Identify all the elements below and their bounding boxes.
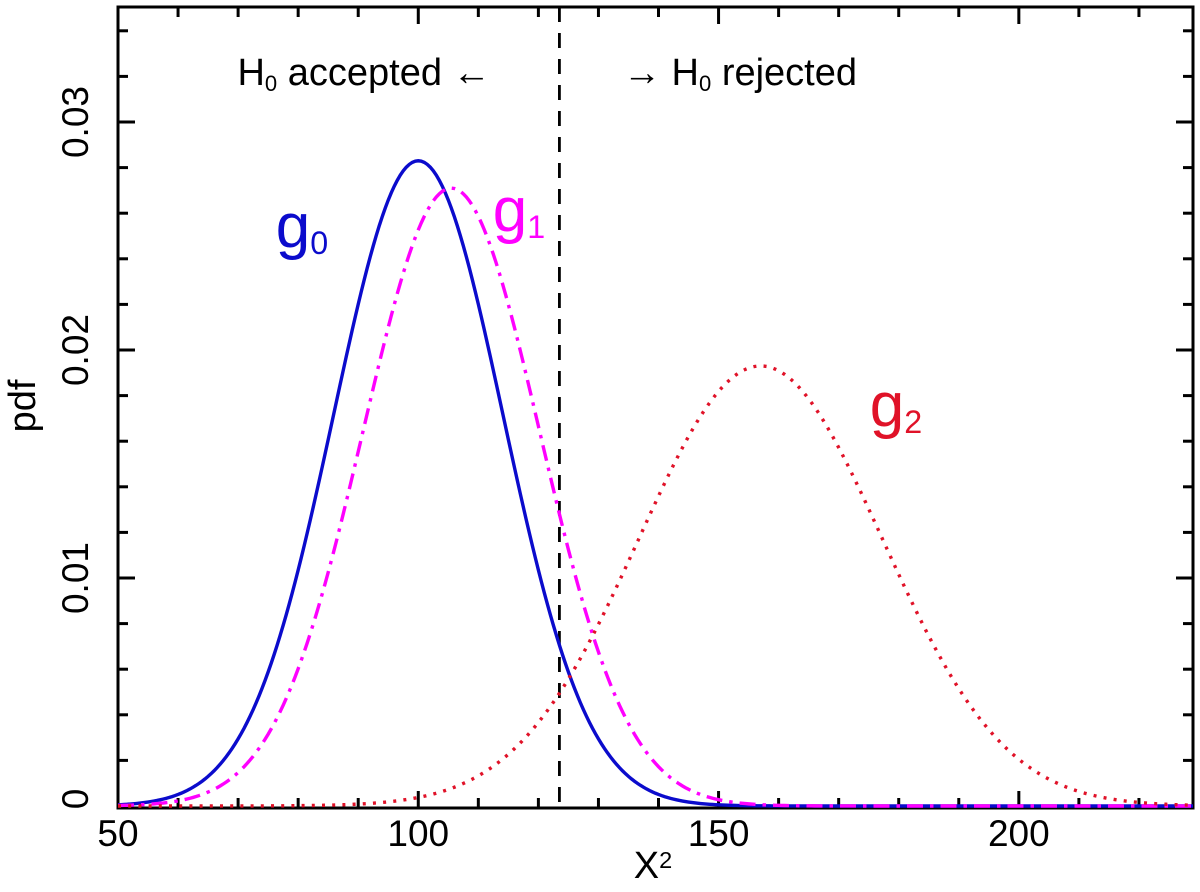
- x-tick-label: 50: [97, 813, 138, 854]
- y-axis-title-text: pdf: [2, 379, 44, 433]
- h0-accepted-label: H0 accepted ←: [237, 52, 491, 95]
- h0-rejected-post: rejected: [711, 52, 858, 94]
- h0-accepted-pre: H: [237, 52, 265, 94]
- g1-label-sub: 1: [527, 209, 546, 246]
- h0-rejected-label: → H0 rejected: [622, 52, 858, 95]
- y-axis-title: pdf: [2, 379, 44, 433]
- x-axis-title: X2: [634, 847, 672, 885]
- g2-label-sub: 2: [904, 404, 923, 441]
- x-axis-title-text: X: [633, 845, 660, 887]
- plot-frame: [116, 5, 1195, 810]
- g0-curve-label: g0: [276, 196, 329, 262]
- y-tick-label: 0: [55, 789, 96, 810]
- y-tick-label: 0.03: [55, 86, 96, 158]
- g0-label-sub: 0: [310, 225, 329, 262]
- h0-rejected-sub: 0: [698, 71, 712, 97]
- x-axis-title-exponent: 2: [659, 847, 673, 874]
- g1-label-main: g: [492, 176, 528, 245]
- h0-rejected-pre: → H: [622, 52, 699, 94]
- y-tick-label: 0.01: [55, 542, 96, 614]
- g2-curve: [118, 364, 1194, 808]
- g1-curve: [117, 186, 1193, 808]
- g0-label-main: g: [275, 192, 311, 261]
- h0-accepted-post: accepted ←: [277, 52, 491, 94]
- g1-curve-label: g1: [493, 180, 546, 246]
- x-tick-label: 150: [688, 813, 750, 854]
- g2-label-main: g: [869, 371, 905, 440]
- g2-curve-label: g2: [870, 375, 923, 441]
- x-tick-label: 200: [988, 813, 1050, 854]
- x-tick-label: 100: [387, 813, 449, 854]
- y-tick-label: 0.02: [55, 314, 96, 386]
- h0-accepted-sub: 0: [264, 71, 278, 97]
